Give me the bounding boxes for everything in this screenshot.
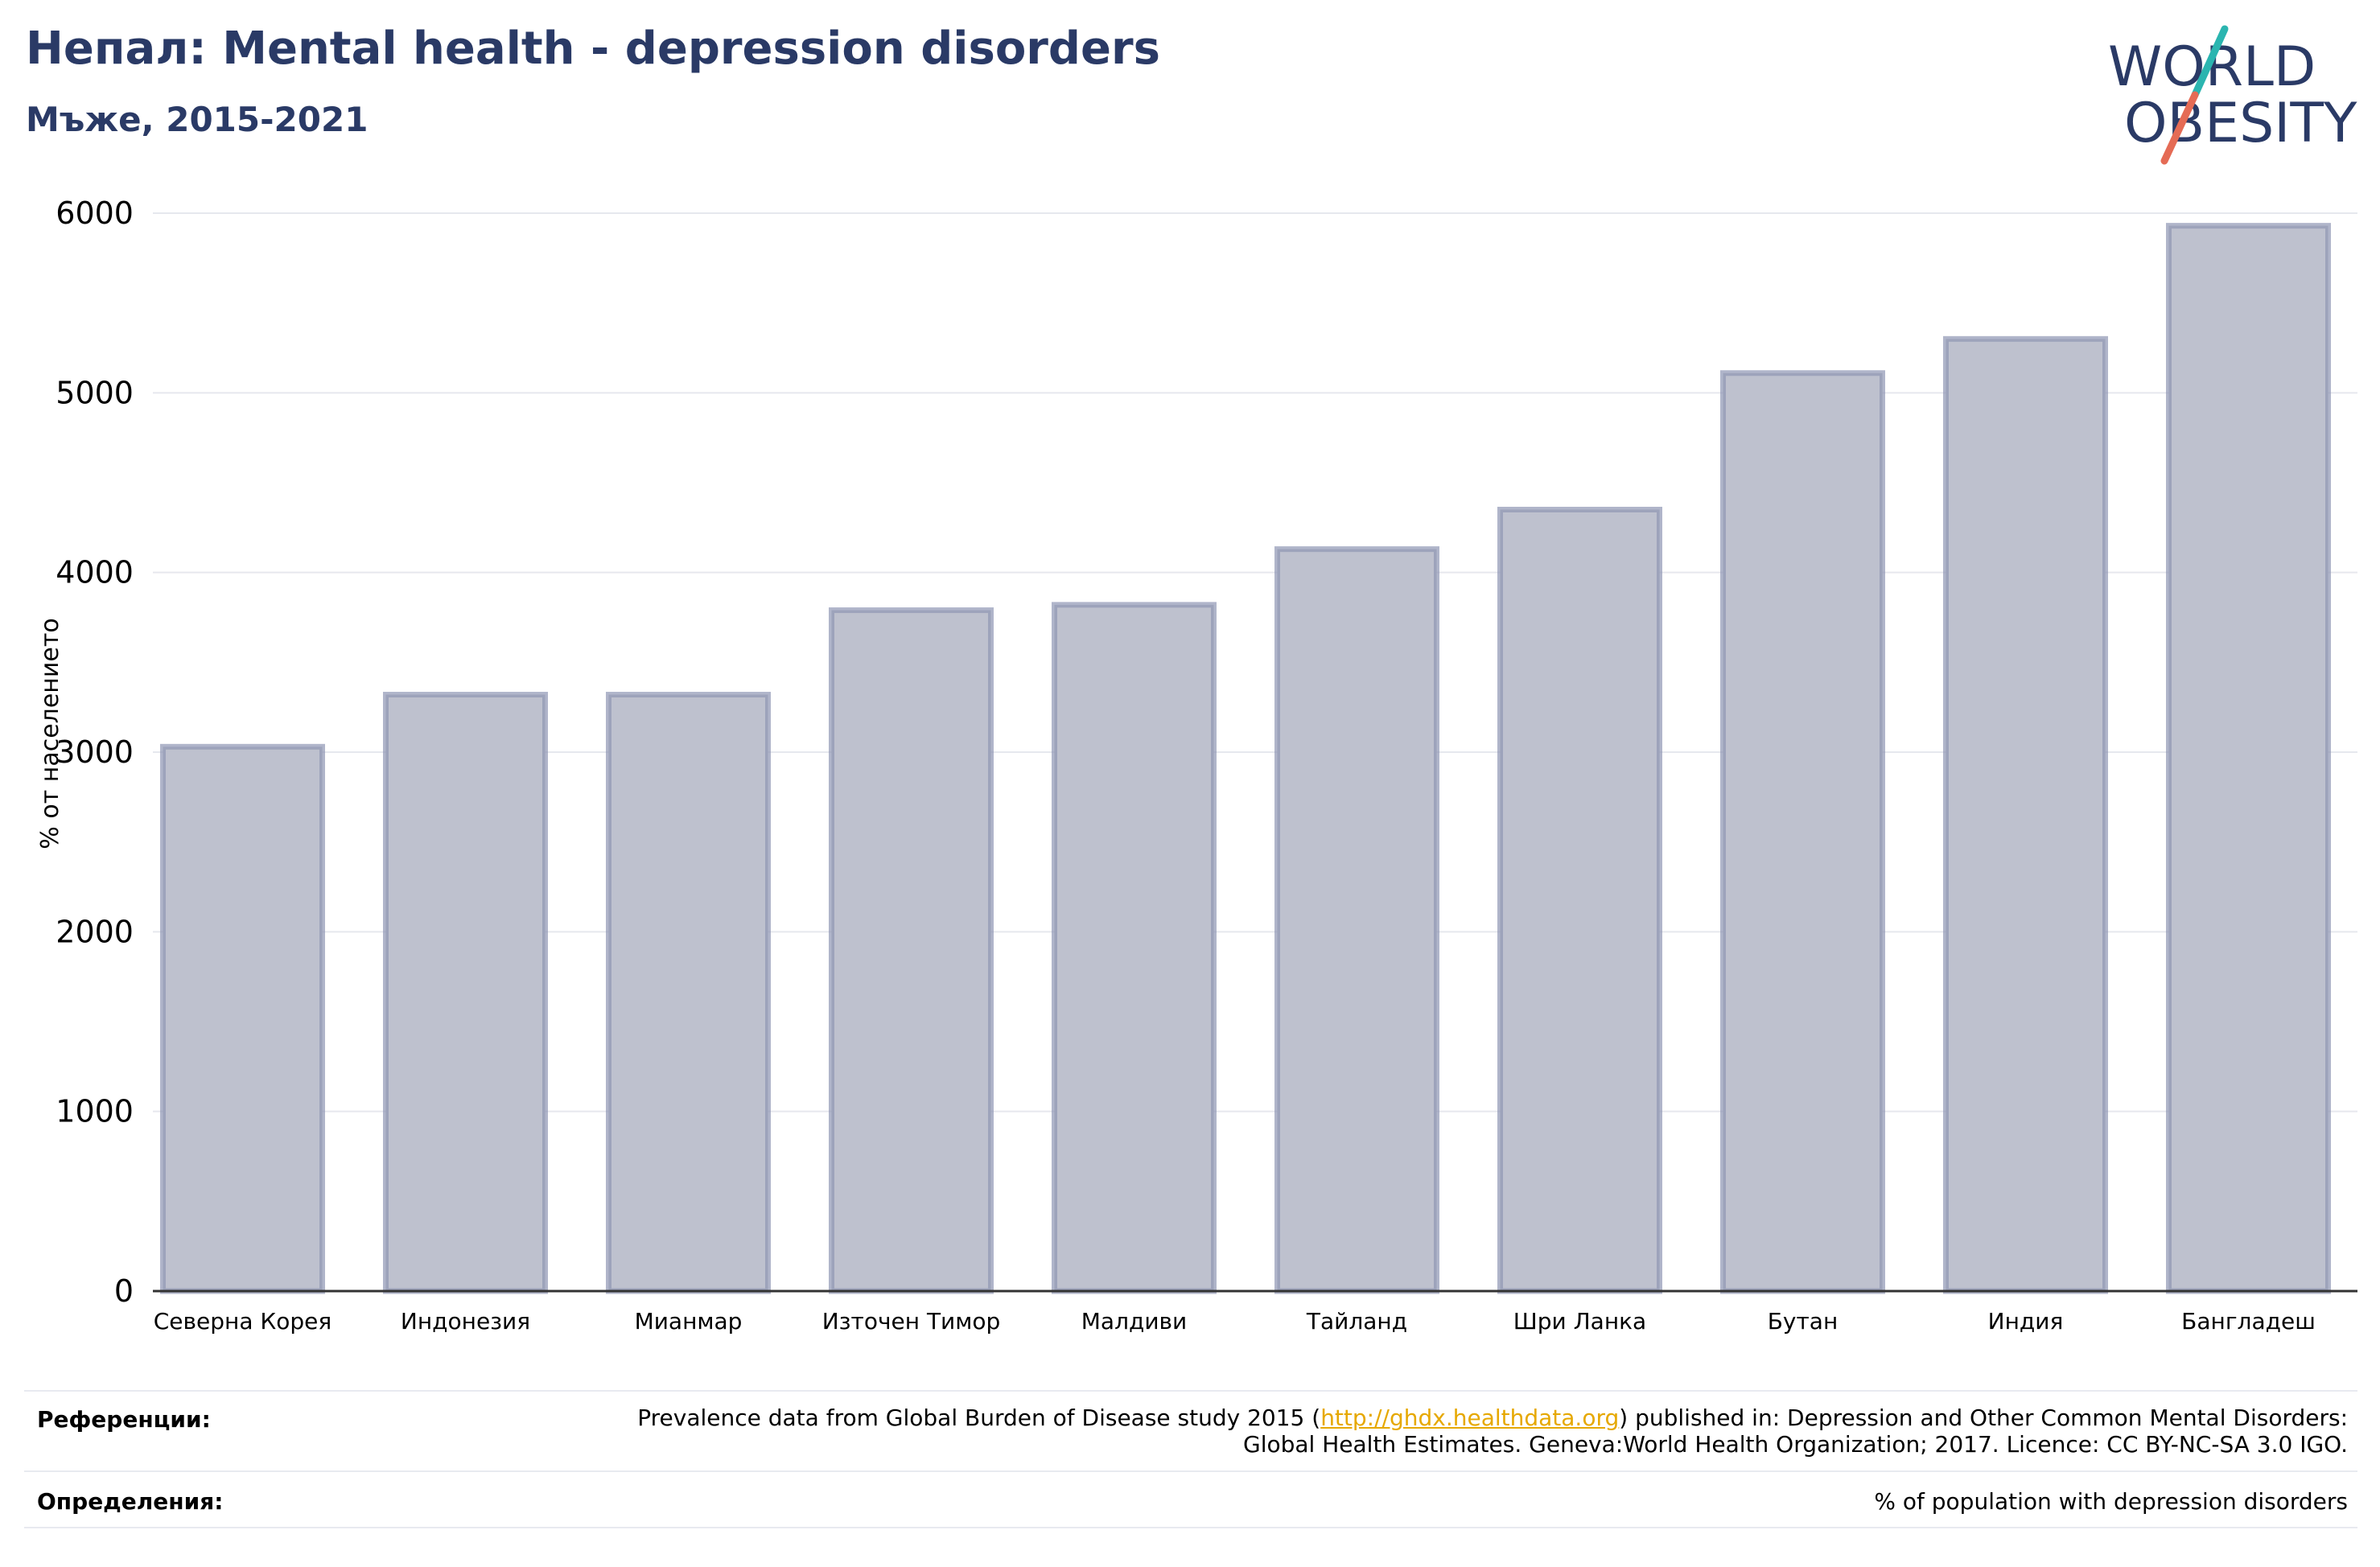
- bar: [383, 692, 548, 1294]
- x-tick-label: Индонезия: [401, 1308, 530, 1335]
- references-label: Референции:: [37, 1406, 211, 1433]
- definitions-text: % of population with depression disorder…: [1874, 1488, 2348, 1515]
- bars: [160, 223, 2331, 1294]
- chart-subtitle: Мъже, 2015-2021: [26, 100, 369, 139]
- y-tick-label: 3000: [56, 734, 134, 770]
- y-tick-label: 4000: [56, 555, 134, 590]
- x-tick-labels: Северна Корея Индонезия Мианмар Източен Тим…: [154, 1308, 2316, 1335]
- footer-divider-middle: [24, 1470, 2357, 1472]
- x-tick-label: Тайланд: [1306, 1308, 1407, 1335]
- bar: [606, 692, 771, 1294]
- y-tick-label: 1000: [56, 1094, 134, 1129]
- x-tick-label: Източен Тимор: [822, 1308, 1001, 1335]
- x-tick-label: Северна Корея: [154, 1308, 332, 1335]
- x-tick-label: Бутан: [1768, 1308, 1839, 1335]
- bar: [1497, 507, 1662, 1294]
- y-tick-label: 6000: [56, 195, 134, 231]
- logo-slash-bottom: [2160, 91, 2199, 165]
- logo-word-obesity: OBESITY: [2124, 92, 2357, 155]
- bar: [2166, 223, 2331, 1294]
- x-tick-label: Индия: [1988, 1308, 2064, 1335]
- bar: [1943, 335, 2108, 1294]
- bar: [1720, 370, 1885, 1294]
- references-link[interactable]: http://ghdx.healthdata.org: [1320, 1405, 1620, 1431]
- x-tick-label: Бангладеш: [2181, 1308, 2316, 1335]
- footer-divider-bottom: [24, 1527, 2357, 1528]
- y-tick-labels: 0 1000 2000 3000 4000 5000 6000: [56, 195, 134, 1309]
- y-tick-label: 0: [114, 1273, 134, 1309]
- bar: [1274, 546, 1439, 1294]
- bar-chart: 0 1000 2000 3000 4000 5000 6000 Северна Корея И…: [36, 195, 2357, 1335]
- logo-slash-top: [2191, 25, 2229, 99]
- world-obesity-logo: WORLD OBESITY: [2108, 25, 2357, 165]
- bar: [829, 607, 994, 1294]
- x-tick-label: Мианмар: [635, 1308, 743, 1335]
- definitions-label: Определения:: [37, 1488, 224, 1515]
- bar: [1052, 602, 1217, 1294]
- x-tick-label: Малдиви: [1081, 1308, 1187, 1335]
- chart-title: Непал: Mental health - depression disord…: [26, 23, 1160, 75]
- footer-divider-top: [24, 1390, 2357, 1392]
- y-axis-label: % от населението: [36, 618, 64, 849]
- x-tick-label: Шри Ланка: [1513, 1308, 1646, 1335]
- y-tick-label: 5000: [56, 375, 134, 410]
- y-tick-label: 2000: [56, 914, 134, 949]
- logo-word-world: WORLD: [2108, 35, 2316, 99]
- bar: [160, 743, 325, 1294]
- references-text: Prevalence data from Global Burden of Di…: [637, 1405, 2348, 1458]
